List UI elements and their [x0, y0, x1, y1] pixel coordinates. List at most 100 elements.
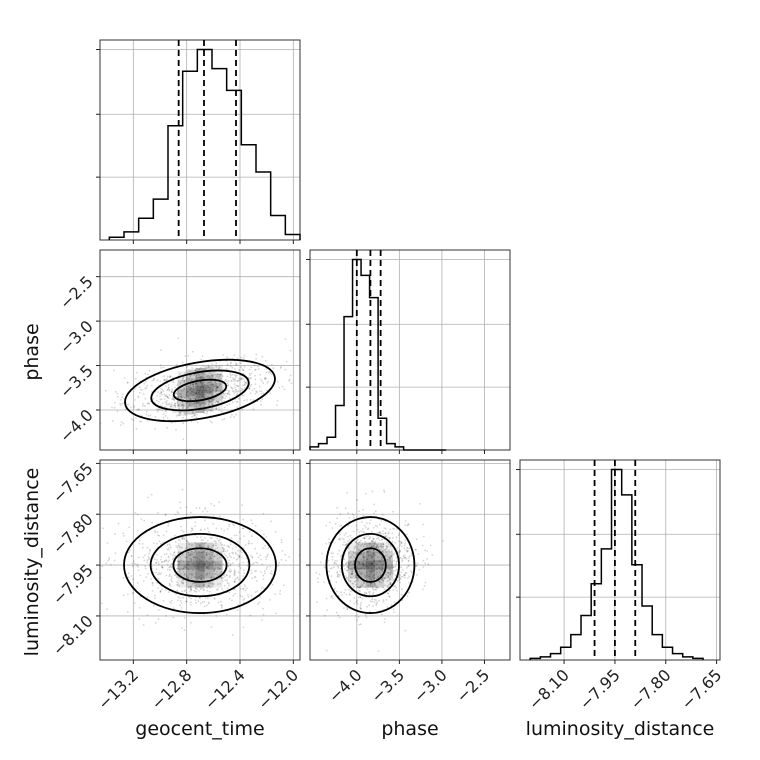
sample-point — [151, 584, 154, 587]
sample-point — [229, 362, 232, 365]
sample-point — [155, 562, 158, 564]
sample-point — [194, 556, 196, 559]
sample-point — [349, 600, 352, 602]
sample-point — [236, 393, 238, 396]
sample-point — [225, 574, 228, 577]
sample-point — [379, 548, 381, 551]
sample-point — [174, 534, 176, 537]
sample-point — [375, 544, 378, 547]
sample-point — [207, 386, 210, 389]
sample-point — [196, 402, 199, 404]
sample-point — [284, 368, 287, 371]
sample-point — [187, 541, 189, 544]
sample-point — [254, 383, 257, 385]
sample-point — [243, 535, 246, 537]
sample-point — [213, 385, 216, 388]
sample-point — [226, 587, 229, 590]
sample-point — [353, 596, 356, 599]
sample-point — [376, 571, 378, 574]
sample-point — [181, 590, 183, 593]
sample-point — [387, 567, 390, 569]
sample-point — [366, 574, 369, 577]
sample-point — [229, 568, 231, 571]
sample-point — [205, 386, 208, 389]
sample-point — [216, 400, 219, 403]
sample-point — [423, 585, 426, 587]
sample-point — [168, 402, 170, 405]
sample-point — [220, 527, 223, 530]
sample-point — [234, 375, 237, 377]
sample-point — [148, 557, 151, 560]
sample-point — [203, 412, 206, 414]
sample-point — [361, 597, 364, 600]
sample-point — [146, 373, 149, 376]
sample-point — [222, 354, 225, 356]
sample-point — [442, 540, 444, 542]
sample-point — [184, 372, 187, 375]
sample-point — [367, 550, 370, 553]
sample-point — [159, 380, 162, 383]
density-cell — [383, 551, 393, 561]
sample-point — [345, 593, 348, 596]
sample-point — [371, 597, 373, 599]
sample-point — [194, 575, 196, 578]
sample-point — [190, 588, 192, 591]
sample-point — [404, 556, 407, 559]
sample-point — [211, 383, 213, 385]
sample-point — [256, 391, 258, 394]
sample-point — [220, 576, 223, 579]
contour-level — [172, 378, 228, 403]
sample-point — [200, 569, 203, 572]
sample-point — [162, 567, 164, 569]
sample-point — [266, 382, 269, 384]
density-cell — [186, 560, 196, 570]
sample-point — [204, 537, 207, 539]
sample-point — [205, 554, 208, 557]
sample-point — [160, 390, 163, 393]
sample-point — [353, 581, 356, 583]
sample-point — [244, 585, 247, 588]
sample-point — [147, 496, 150, 499]
sample-point — [181, 404, 183, 407]
sample-point — [339, 533, 341, 536]
sample-point — [108, 557, 111, 559]
sample-point — [368, 522, 371, 525]
sample-point — [201, 394, 204, 397]
sample-point — [354, 545, 357, 548]
sample-point — [152, 397, 155, 400]
sample-point — [373, 574, 375, 576]
sample-point — [188, 543, 191, 545]
sample-point — [249, 392, 252, 394]
sample-point — [399, 581, 402, 584]
sample-point — [206, 562, 209, 565]
sample-point — [349, 550, 352, 553]
sample-point — [372, 538, 375, 541]
sample-point — [387, 592, 390, 595]
sample-point — [389, 582, 392, 584]
sample-point — [381, 579, 384, 582]
sample-point — [346, 566, 348, 569]
sample-point — [396, 568, 398, 571]
sample-point — [158, 400, 160, 403]
sample-point — [379, 532, 382, 534]
sample-point — [234, 374, 236, 376]
sample-point — [362, 563, 365, 566]
sample-point — [201, 384, 204, 387]
sample-point — [242, 575, 245, 577]
sample-point — [168, 388, 170, 391]
sample-point — [346, 561, 348, 564]
sample-point — [184, 556, 187, 559]
sample-point — [205, 574, 208, 577]
sample-point — [157, 408, 160, 411]
sample-point — [225, 613, 228, 616]
sample-point — [170, 602, 173, 605]
sample-point — [357, 538, 359, 541]
sample-point — [228, 397, 231, 400]
sample-point — [187, 385, 190, 388]
sample-point — [159, 408, 162, 411]
sample-point — [378, 566, 380, 569]
sample-point — [318, 573, 321, 576]
sample-point — [400, 566, 403, 569]
density-cell — [347, 578, 357, 588]
sample-point — [357, 580, 360, 582]
